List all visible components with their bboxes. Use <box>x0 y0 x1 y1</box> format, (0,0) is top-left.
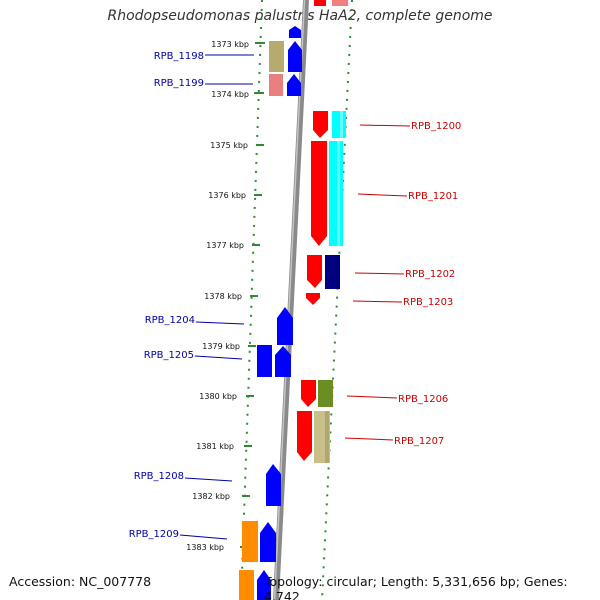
tick-labels: 1373 kbp 1374 kbp 1375 kbp 1376 kbp 1377… <box>186 40 249 552</box>
label-connector <box>359 124 411 127</box>
genome-summary-text: Topology: circular; Length: 5,331,656 bp… <box>264 574 568 600</box>
tick-label: 1381 kbp <box>196 442 234 451</box>
gene-rpb-1199-feature[interactable] <box>269 74 301 96</box>
label-connector <box>184 477 233 482</box>
tick-label: 1378 kbp <box>204 292 242 301</box>
gene-rpb-1206-feature[interactable] <box>301 380 333 407</box>
label-connector <box>179 534 228 540</box>
gene-rpb-1209-feature[interactable] <box>242 521 276 562</box>
accession-text: Accession: NC_007778 <box>9 574 152 589</box>
tick-label: 1373 kbp <box>211 40 249 49</box>
tick-label: 1379 kbp <box>202 342 240 351</box>
gene-label-rpb-1203[interactable]: RPB_1203 <box>403 297 453 308</box>
gene-label-rpb-1204[interactable]: RPB_1204 <box>145 315 195 326</box>
tick-label: 1380 kbp <box>199 392 237 401</box>
gene-rpb-1205-feature[interactable] <box>257 345 291 377</box>
gene-rpb-1200-feature[interactable] <box>313 111 346 138</box>
gene-label-rpb-1209[interactable]: RPB_1209 <box>129 529 179 540</box>
tick-label: 1377 kbp <box>206 241 244 250</box>
left-guide-line <box>240 0 263 600</box>
gene-label-rpb-1206[interactable]: RPB_1206 <box>398 394 448 405</box>
gene-rpb-1198-feature[interactable] <box>269 41 302 72</box>
gene-label-rpb-1202[interactable]: RPB_1202 <box>405 269 455 280</box>
gene-label-rpb-1198[interactable]: RPB_1198 <box>154 51 204 62</box>
gene-label-rpb-1208[interactable]: RPB_1208 <box>134 471 184 482</box>
gene-rpb-1203-feature[interactable] <box>306 293 320 305</box>
gene-label-rpb-1207[interactable]: RPB_1207 <box>394 436 444 447</box>
tick-marks <box>240 42 265 548</box>
label-connector <box>357 193 408 197</box>
tick-label: 1374 kbp <box>211 90 249 99</box>
gene-rpb-1201-feature[interactable] <box>311 141 343 246</box>
gene-rpb-1204-feature[interactable] <box>277 307 293 345</box>
gene-rpb-1207-feature[interactable] <box>297 411 330 463</box>
gene-label-rpb-1205[interactable]: RPB_1205 <box>144 350 194 361</box>
label-connector <box>352 300 403 303</box>
tick-label: 1375 kbp <box>210 141 248 150</box>
left-gene-labels: RPB_1198 RPB_1199 RPB_1204 RPB_1205 RPB_… <box>129 51 254 540</box>
label-connector <box>344 437 394 441</box>
label-connector <box>354 272 405 275</box>
tick-label: 1376 kbp <box>208 191 246 200</box>
gene-rpb-1202-feature[interactable] <box>307 255 340 289</box>
tick-label: 1382 kbp <box>192 492 230 501</box>
right-guide-line <box>321 0 353 600</box>
gene-rpb-1208-feature[interactable] <box>266 464 281 506</box>
gene-label-rpb-1200[interactable]: RPB_1200 <box>411 121 461 132</box>
label-connector <box>194 355 243 360</box>
gene-label-rpb-1201[interactable]: RPB_1201 <box>408 191 458 202</box>
label-connector <box>346 395 398 399</box>
label-connector <box>195 321 245 325</box>
gene-partial-bottom <box>239 570 271 600</box>
tick-label: 1383 kbp <box>186 543 224 552</box>
gene-partial-top <box>289 0 348 38</box>
gene-label-rpb-1199[interactable]: RPB_1199 <box>154 78 204 89</box>
genome-title: Rhodopseudomonas palustris HaA2, complet… <box>107 8 493 24</box>
right-gene-labels: RPB_1200 RPB_1201 RPB_1202 RPB_1203 RPB_… <box>344 121 461 447</box>
